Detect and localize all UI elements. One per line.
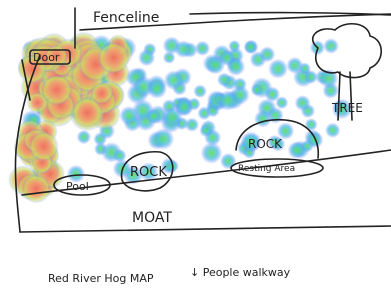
heat-spot [305,118,318,131]
heat-spot [175,98,192,115]
heat-spot [153,128,175,150]
pool-label: Pool [66,180,89,193]
heat-spot [220,153,236,169]
heat-spot [244,40,257,53]
heat-spot [98,42,130,74]
rock-label: ROCK [130,165,167,180]
heat-spot [22,174,51,203]
walkway-label: ↓ People walkway [190,266,291,279]
heat-spot [325,123,340,138]
heat-spot [259,46,275,62]
heat-spot [254,110,271,127]
heat-spot [77,130,91,144]
heat-spot [268,59,288,79]
fence-label: Fenceline [93,10,159,26]
heat-spot [185,118,199,132]
map-title-text: Red River Hog MAP [48,272,154,285]
heat-spot [218,90,238,110]
heat-spot [251,84,263,96]
heat-spot [199,124,212,137]
heat-spot [228,40,240,52]
heat-spot [164,70,184,90]
hand-drawn-map: Fenceline Door ROCK ROCK Resting Area Po… [0,0,391,306]
heat-spot [138,49,155,66]
heat-spot [175,40,193,58]
door-label: Door [33,51,60,64]
heat-spot [219,50,235,66]
heat-spot [304,70,318,84]
heat-spot [41,74,72,105]
heat-spot [275,96,288,109]
heat-spot [72,97,103,128]
heat-spot [295,95,311,111]
heat-spot [146,109,161,124]
resting-area-label: Resting Area [238,164,295,174]
tree-label: TREE [331,101,363,115]
rock-label: ROCK [248,137,283,151]
heat-spot [323,38,339,54]
moat-label: MOAT [132,210,172,226]
moat-edge [20,226,391,232]
map-title: Red River Hog MAP [48,272,154,285]
heat-spot [217,73,231,87]
heat-spot [119,106,139,126]
heatmap [8,32,352,204]
heat-spot [193,84,207,98]
heat-spot [29,131,59,161]
heat-spot [288,141,306,159]
heat-spot [201,142,223,164]
